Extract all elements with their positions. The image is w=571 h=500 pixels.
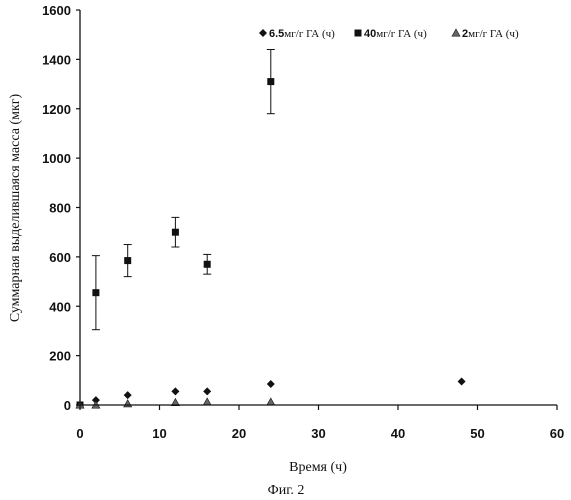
legend-entry-unit: мг/г ГА (ч) xyxy=(376,28,427,40)
data-point-square xyxy=(172,229,179,236)
axes xyxy=(76,10,557,410)
data-point-diamond xyxy=(458,378,466,386)
y-tick-label: 1600 xyxy=(42,3,71,18)
data-point-square xyxy=(92,289,99,296)
x-tick-label: 10 xyxy=(152,426,166,441)
legend-entry-unit: мг/г ГА (ч) xyxy=(468,28,519,40)
y-tick-label: 400 xyxy=(49,299,71,314)
data-point-triangle xyxy=(203,398,211,405)
y-tick-label: 800 xyxy=(49,201,71,216)
x-tick-label: 40 xyxy=(391,426,405,441)
x-tick-label: 30 xyxy=(311,426,325,441)
tick-labels: 0 200 400 600 800 1000 1200 1400 1600 0 10 20 30 40 50… xyxy=(42,3,564,441)
y-tick-label: 0 xyxy=(64,398,71,413)
legend-entry-label: 2мг/г ГА (ч) xyxy=(462,28,519,40)
legend-entry-unit: мг/г ГА (ч) xyxy=(284,28,335,40)
y-axis-label: Суммарная выделившаяся масса (мкг) xyxy=(8,94,23,323)
x-tick-label: 0 xyxy=(76,426,83,441)
x-tick-label: 50 xyxy=(470,426,484,441)
legend-marker-diamond xyxy=(259,29,267,37)
y-tick-label: 1200 xyxy=(42,102,71,117)
x-tick-label: 60 xyxy=(550,426,564,441)
data-point-diamond xyxy=(171,387,179,395)
figure-caption: Фиг. 2 xyxy=(268,483,305,498)
legend-entry-label: 6.5мг/г ГА (ч) xyxy=(269,28,335,40)
legend-entry-value: 40 xyxy=(364,28,376,40)
legend-entry-value: 6.5 xyxy=(269,28,284,40)
data-point-diamond xyxy=(203,387,211,395)
data-point-square xyxy=(267,78,274,85)
y-tick-label: 200 xyxy=(49,349,71,364)
data-point-diamond xyxy=(267,380,275,388)
y-tick-label: 600 xyxy=(49,250,71,265)
data-point-square xyxy=(204,261,211,268)
legend: 6.5мг/г ГА (ч)40мг/г ГА (ч)2мг/г ГА (ч) xyxy=(259,28,519,40)
data-point-triangle xyxy=(124,400,132,407)
y-tick-label: 1000 xyxy=(42,151,71,166)
legend-entry-label: 40мг/г ГА (ч) xyxy=(364,28,427,40)
y-tick-label: 1400 xyxy=(42,52,71,67)
plot-marks xyxy=(76,50,466,410)
data-point-diamond xyxy=(124,391,132,399)
x-axis-label: Время (ч) xyxy=(289,460,347,475)
legend-marker-triangle xyxy=(452,29,460,36)
data-point-triangle xyxy=(267,398,275,405)
legend-marker-square xyxy=(355,30,362,37)
data-point-square xyxy=(124,257,131,264)
x-tick-label: 20 xyxy=(232,426,246,441)
